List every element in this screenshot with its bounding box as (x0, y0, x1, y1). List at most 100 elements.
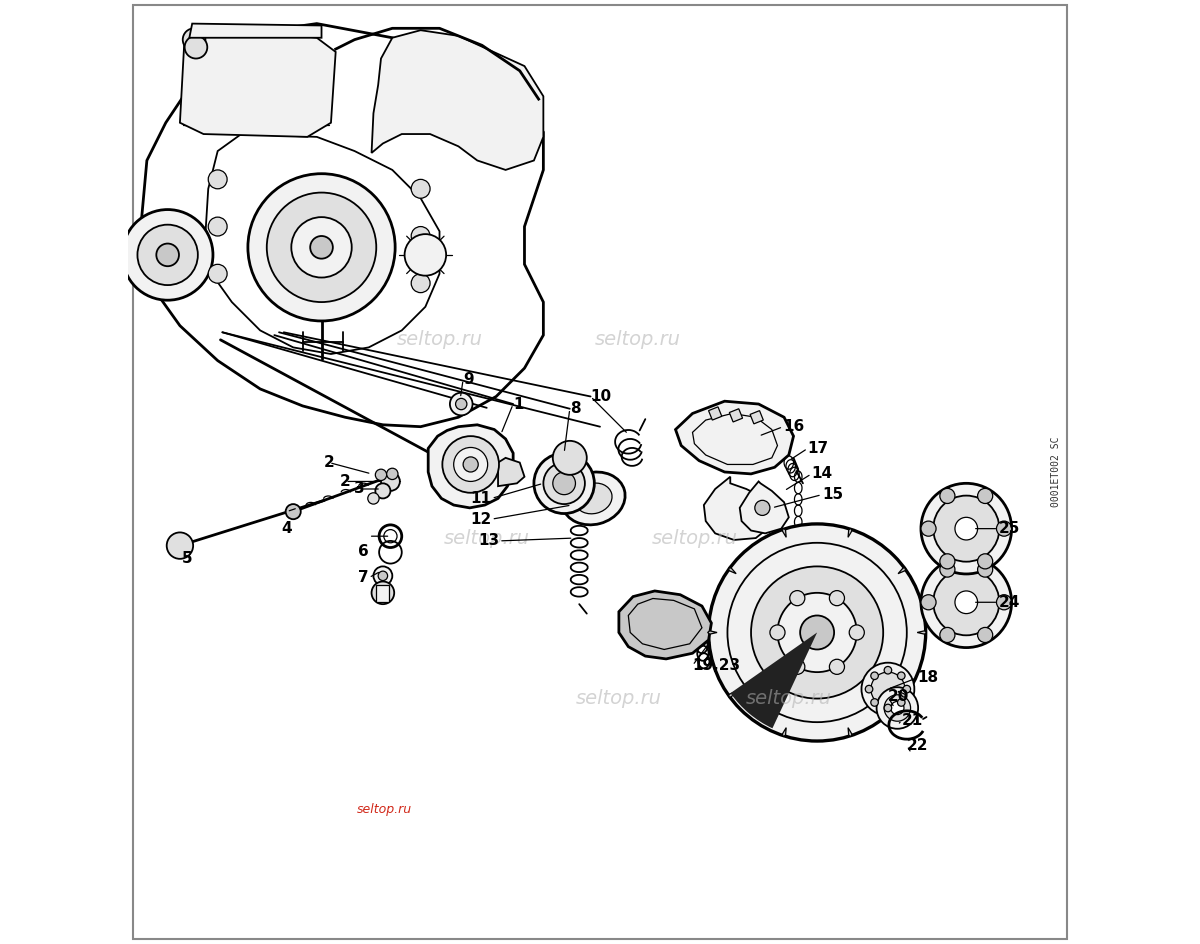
Polygon shape (848, 529, 852, 537)
Circle shape (876, 687, 918, 729)
Text: seltop.ru: seltop.ru (358, 803, 413, 817)
Polygon shape (739, 481, 788, 533)
Circle shape (940, 554, 955, 569)
Circle shape (920, 521, 936, 536)
Polygon shape (898, 691, 906, 697)
Text: 24: 24 (998, 595, 1020, 610)
Text: 9: 9 (463, 372, 474, 387)
Circle shape (185, 36, 208, 59)
Circle shape (209, 170, 227, 189)
Circle shape (955, 591, 978, 614)
Circle shape (770, 625, 785, 640)
Circle shape (412, 227, 430, 245)
Polygon shape (708, 407, 721, 420)
Circle shape (934, 496, 1000, 562)
Text: 2: 2 (324, 455, 335, 470)
Text: 11: 11 (470, 491, 492, 506)
Text: 14: 14 (811, 466, 833, 481)
Polygon shape (750, 411, 763, 424)
Circle shape (443, 436, 499, 493)
Circle shape (380, 472, 400, 491)
Text: 7: 7 (358, 570, 368, 585)
Circle shape (978, 488, 992, 503)
Circle shape (978, 628, 992, 643)
Polygon shape (708, 631, 718, 634)
Text: seltop.ru: seltop.ru (746, 689, 832, 708)
Text: 22: 22 (907, 738, 929, 753)
Text: seltop.ru: seltop.ru (444, 529, 529, 548)
Text: 13: 13 (478, 533, 499, 548)
Text: seltop.ru: seltop.ru (396, 330, 482, 349)
Circle shape (209, 217, 227, 236)
Text: 4: 4 (281, 521, 292, 536)
Circle shape (156, 244, 179, 266)
Circle shape (386, 468, 398, 480)
Circle shape (920, 595, 936, 610)
Text: 12: 12 (470, 512, 492, 527)
Circle shape (778, 593, 857, 672)
Polygon shape (848, 728, 852, 736)
Ellipse shape (575, 483, 612, 514)
Circle shape (286, 504, 301, 519)
Circle shape (384, 530, 397, 543)
Polygon shape (180, 30, 336, 137)
Text: 16: 16 (784, 419, 804, 434)
Circle shape (376, 483, 390, 498)
Polygon shape (704, 477, 775, 540)
Circle shape (884, 704, 892, 712)
Circle shape (904, 685, 911, 693)
Polygon shape (372, 30, 544, 170)
Circle shape (871, 699, 878, 706)
Text: 1: 1 (514, 396, 523, 412)
Circle shape (790, 591, 805, 606)
Text: 6: 6 (358, 544, 368, 559)
Circle shape (404, 234, 446, 276)
Text: 2: 2 (340, 474, 350, 489)
Circle shape (534, 453, 594, 514)
Circle shape (884, 695, 911, 721)
Text: 17: 17 (808, 441, 829, 456)
Circle shape (940, 628, 955, 643)
Text: seltop.ru: seltop.ru (652, 529, 737, 548)
Polygon shape (730, 409, 743, 422)
Circle shape (898, 672, 905, 680)
Polygon shape (204, 134, 439, 354)
Polygon shape (728, 568, 736, 574)
Circle shape (898, 699, 905, 706)
Circle shape (940, 488, 955, 503)
Polygon shape (728, 691, 736, 697)
Polygon shape (138, 24, 544, 427)
Circle shape (544, 463, 584, 504)
Circle shape (266, 193, 377, 302)
Wedge shape (731, 632, 817, 729)
Circle shape (310, 236, 332, 259)
Circle shape (412, 274, 430, 293)
Circle shape (122, 210, 212, 300)
Text: 0001ET002 SC: 0001ET002 SC (1051, 437, 1061, 507)
Circle shape (553, 441, 587, 475)
Circle shape (755, 500, 770, 515)
Circle shape (996, 595, 1012, 610)
Polygon shape (782, 728, 786, 736)
Circle shape (456, 398, 467, 410)
Text: seltop.ru: seltop.ru (595, 330, 680, 349)
Circle shape (890, 701, 904, 715)
Circle shape (978, 562, 992, 577)
Polygon shape (619, 591, 712, 659)
Circle shape (463, 457, 479, 472)
Text: seltop.ru: seltop.ru (576, 689, 662, 708)
Ellipse shape (562, 472, 625, 525)
Circle shape (367, 493, 379, 504)
Circle shape (829, 591, 845, 606)
Circle shape (138, 225, 198, 285)
Text: 15: 15 (822, 487, 842, 502)
Circle shape (454, 447, 487, 481)
Circle shape (865, 685, 872, 693)
Circle shape (790, 659, 805, 674)
Polygon shape (898, 568, 906, 574)
Text: 5: 5 (182, 551, 193, 566)
Circle shape (955, 517, 978, 540)
Circle shape (934, 569, 1000, 635)
Circle shape (373, 566, 392, 585)
Circle shape (871, 672, 878, 680)
